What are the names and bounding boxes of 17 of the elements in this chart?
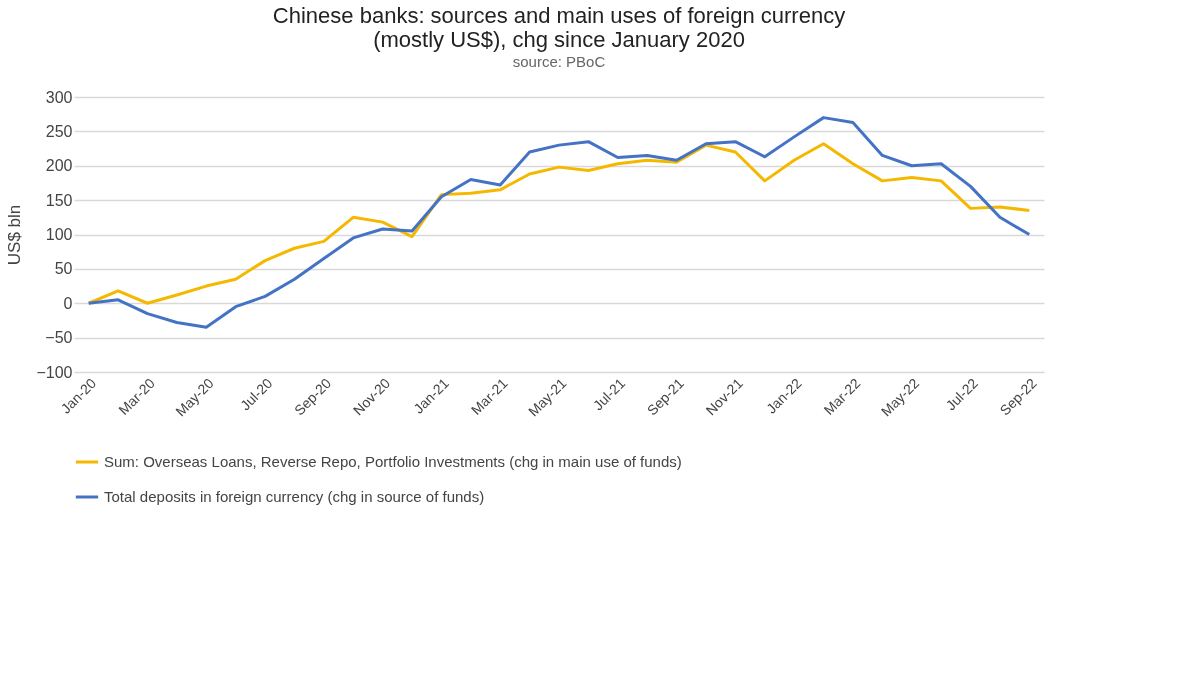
text: (mostly US$), chg since January 2020 — [373, 27, 745, 52]
y-tick-label: 100 — [45, 226, 73, 243]
y-tick-label: −50 — [45, 329, 73, 347]
y-axis-title: US$ bln — [5, 204, 25, 266]
y-tick-label: 200 — [45, 157, 73, 175]
chart-subtitle: source: PBoC — [512, 53, 606, 70]
text: Chinese banks: sources and main uses of foreign currency — [272, 3, 846, 28]
y-tick-label: 50 — [54, 260, 73, 278]
line-series — [87, 116, 1031, 329]
legend-label: Sum: Overseas Loans, Reverse Repo, Portfolio Investments (chg in main use of funds) — [104, 453, 682, 470]
y-tick-label: −100 — [36, 363, 73, 381]
y-tick-label: 0 — [63, 294, 73, 312]
line-series — [87, 142, 1031, 305]
y-tick-label: 300 — [45, 88, 73, 106]
y-tick-label: 150 — [45, 191, 73, 209]
y-tick-label: 250 — [45, 122, 73, 140]
legend-label: Total deposits in foreign currency (chg in source of funds) — [104, 488, 485, 505]
